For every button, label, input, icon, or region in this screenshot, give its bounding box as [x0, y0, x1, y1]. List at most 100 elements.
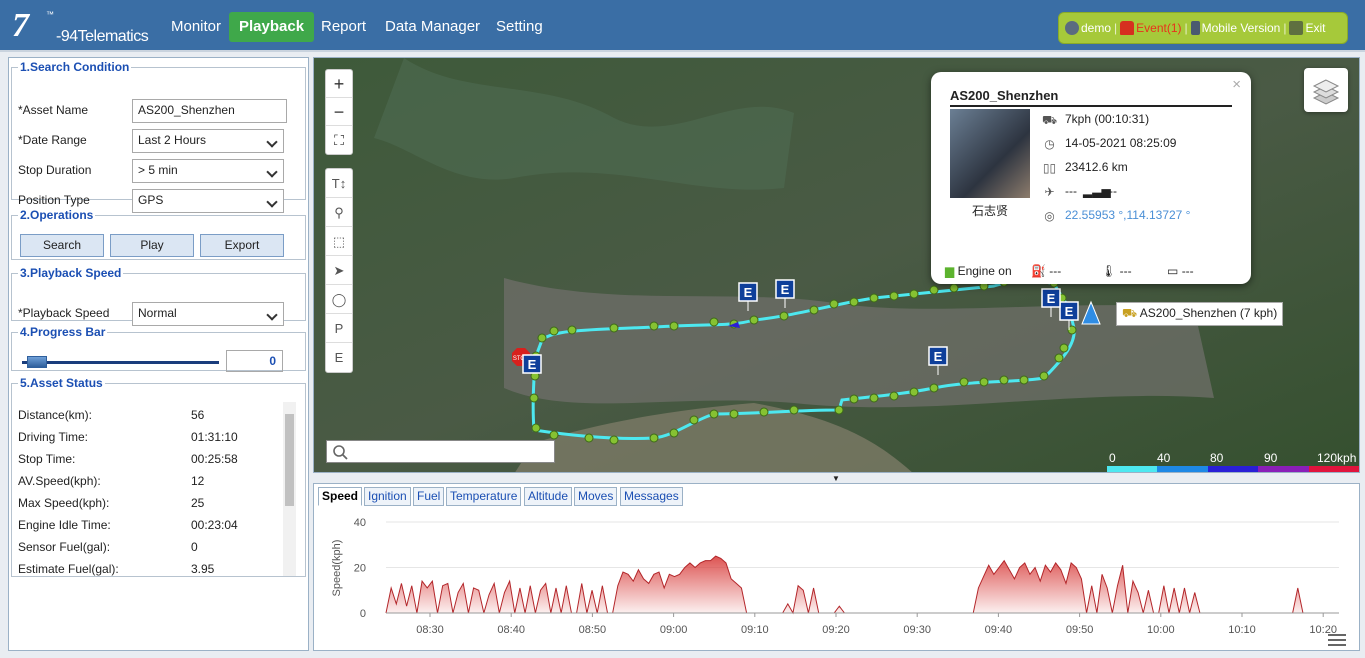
vehicle-info-popup: AS200_Shenzhen × 石志贤 ⛟ 7kph (00:10:31) ◷ 1…	[931, 72, 1251, 284]
status-value: 25	[191, 496, 205, 510]
asset-name-input[interactable]: AS200_Shenzhen	[132, 99, 287, 123]
track-point	[529, 393, 539, 403]
layers-icon	[1312, 79, 1340, 105]
track-point	[1067, 325, 1077, 335]
vehicle-position-label: ⛟ AS200_Shenzhen (7 kph)	[1116, 302, 1284, 326]
start-event-marker: E	[522, 354, 542, 374]
popup-odometer: ▯▯ 23412.6 km	[1042, 160, 1128, 175]
urban-area	[504, 278, 1214, 408]
direction-tool-button[interactable]: ➤	[326, 256, 352, 285]
tab-messages[interactable]: Messages	[620, 487, 683, 506]
fullscreen-button[interactable]: ⛶	[334, 132, 344, 148]
search-icon	[333, 445, 348, 460]
progress-track[interactable]	[22, 361, 219, 364]
stop-duration-select[interactable]: > 5 min	[132, 159, 284, 183]
speed-legend-swatch	[1258, 466, 1309, 472]
exit-link[interactable]: Exit	[1305, 21, 1326, 35]
status-value: 00:23:04	[191, 518, 238, 532]
panel-collapse-arrow-icon[interactable]: ▼	[832, 474, 840, 483]
driver-photo	[950, 109, 1030, 198]
tab-speed[interactable]: Speed	[318, 487, 363, 506]
status-scrollbar-thumb[interactable]	[285, 414, 294, 506]
zoom-in-button[interactable]: +	[326, 70, 352, 98]
tab-ignition[interactable]: Ignition	[364, 487, 411, 506]
stop-duration-label: Stop Duration	[18, 163, 92, 177]
speed-legend-swatch	[1308, 466, 1359, 472]
text-tool-button[interactable]: T↕	[326, 169, 352, 198]
x-tick-label: 09:30	[903, 624, 931, 636]
progress-value-field[interactable]: 0	[226, 350, 283, 372]
tab-fuel[interactable]: Fuel	[413, 487, 445, 506]
event-link[interactable]: Event(1)	[1136, 21, 1182, 35]
search-button[interactable]: Search	[20, 234, 104, 257]
popup-coordinates[interactable]: ◎ 22.55953 °,114.13727 °	[1041, 208, 1190, 223]
y-tick-label: 40	[354, 517, 366, 529]
nav-monitor[interactable]: Monitor	[171, 18, 222, 35]
zoom-out-button[interactable]: −	[326, 98, 352, 126]
mobile-version-link[interactable]: Mobile Version	[1201, 21, 1281, 35]
chart-menu-icon[interactable]	[1328, 634, 1346, 646]
rectangle-tool-button[interactable]: ⬚	[326, 227, 352, 256]
track-point	[537, 333, 547, 343]
export-button[interactable]: Export	[200, 234, 284, 257]
event-marker-label: E	[1065, 304, 1074, 319]
pin-tool-button[interactable]: ⚲	[326, 198, 352, 227]
x-tick-label: 10:00	[1147, 624, 1175, 636]
speed-legend-90: 90	[1264, 451, 1278, 465]
map-view[interactable]: E E E E E STOP E + − ⛶ T↕ ⚲ ⬚ ➤ ◯ P E AS200_Sh…	[313, 57, 1360, 473]
status-label: Sensor Fuel(gal):	[18, 540, 111, 554]
status-scrollbar[interactable]	[283, 402, 296, 576]
playback-speed-select[interactable]: Normal	[132, 302, 284, 326]
x-tick-label: 08:30	[416, 624, 444, 636]
compass-icon: ◎	[1044, 208, 1055, 223]
nav-report[interactable]: Report	[321, 18, 367, 35]
track-point	[759, 407, 769, 417]
status-label: Stop Time:	[18, 452, 76, 466]
status-value: 3.95	[191, 562, 215, 576]
tab-altitude[interactable]: Altitude	[524, 487, 573, 506]
map-zoom-controls: + − ⛶	[325, 69, 353, 155]
status-row: Driving Time: 01:31:10	[18, 430, 288, 452]
parking-tool-button[interactable]: P	[326, 314, 352, 343]
speed-legend-swatch	[1207, 466, 1259, 472]
track-point	[1054, 353, 1064, 363]
nav-setting[interactable]: Setting	[496, 18, 543, 35]
track-point	[869, 293, 879, 303]
x-tick-label: 09:50	[1066, 624, 1094, 636]
company-logo[interactable]: 7 ™ -94Telematics	[12, 8, 149, 48]
tab-moves[interactable]: Moves	[574, 487, 618, 506]
track-point	[779, 311, 789, 321]
status-row: Distance(km): 56	[18, 408, 288, 430]
progress-slider-handle[interactable]	[27, 356, 47, 368]
asset-status-section: 5.Asset Status Distance(km): 56 Driving Ti…	[11, 376, 306, 577]
track-point	[549, 326, 559, 336]
track-point	[869, 393, 879, 403]
track-point	[709, 409, 719, 419]
x-tick-label: 09:20	[822, 624, 850, 636]
map-layers-button[interactable]	[1304, 68, 1348, 112]
car-speed-icon: ⛟	[1041, 112, 1058, 127]
status-value: 12	[191, 474, 205, 488]
nav-data-manager[interactable]: Data Manager	[385, 18, 481, 35]
user-toolbar: demo | Event(1) | Mobile Version | Exit	[1058, 12, 1348, 44]
circle-tool-button[interactable]: ◯	[326, 285, 352, 314]
status-label: AV.Speed(kph):	[18, 474, 101, 488]
play-button[interactable]: Play	[110, 234, 194, 257]
stop-marker-label: STOP	[513, 356, 529, 362]
playback-speed-section: 3.Playback Speed *Playback Speed Normal	[11, 266, 306, 326]
user-name[interactable]: demo	[1081, 21, 1112, 35]
position-type-select[interactable]: GPS	[132, 189, 284, 213]
popup-close-icon[interactable]: ×	[1232, 76, 1241, 93]
battery-icon: ▭	[1167, 264, 1179, 278]
track-point	[1019, 375, 1029, 385]
nav-playback[interactable]: Playback	[229, 12, 315, 42]
track-point	[549, 430, 559, 440]
track-point	[909, 289, 919, 299]
map-search-input[interactable]	[326, 440, 555, 463]
tab-temperature[interactable]: Temperature	[446, 487, 522, 506]
popup-title: AS200_Shenzhen	[950, 88, 1232, 107]
event-tool-button[interactable]: E	[334, 350, 344, 365]
event-marker-label: E	[934, 349, 943, 364]
track-point	[649, 321, 659, 331]
date-range-select[interactable]: Last 2 Hours	[132, 129, 284, 153]
